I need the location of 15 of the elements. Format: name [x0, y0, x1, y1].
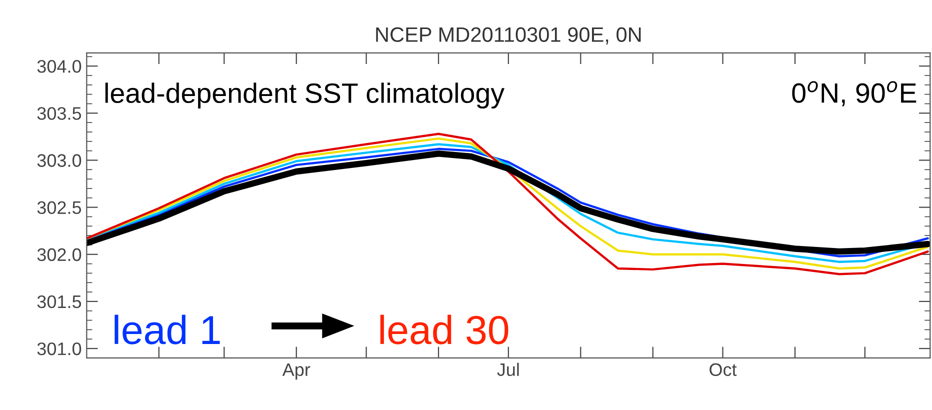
annotation: lead 30 [380, 314, 508, 344]
y-tick-label: 304.0 [37, 60, 82, 73]
y-tick-label: 302.0 [37, 248, 82, 262]
y-tick-label: 302.5 [37, 201, 82, 214]
y-tick-label: 303.5 [37, 107, 82, 120]
annotation: lead-dependent SST climatology [105, 82, 504, 109]
annotation: lead 1 [114, 314, 220, 344]
y-tick-label: 301.5 [37, 295, 82, 308]
x-tick-label: Jul [497, 362, 519, 376]
y-tick-label: 301.0 [37, 342, 82, 356]
x-tick-label: Apr [282, 363, 310, 380]
y-tick-label: 303.0 [37, 154, 82, 167]
annotation: 0$^{o}$N, 90$^{o}$E [792, 81, 916, 106]
chart-title: NCEP MD20110301 90E, 0N [376, 27, 641, 44]
x-tick-label: Oct [710, 363, 737, 376]
